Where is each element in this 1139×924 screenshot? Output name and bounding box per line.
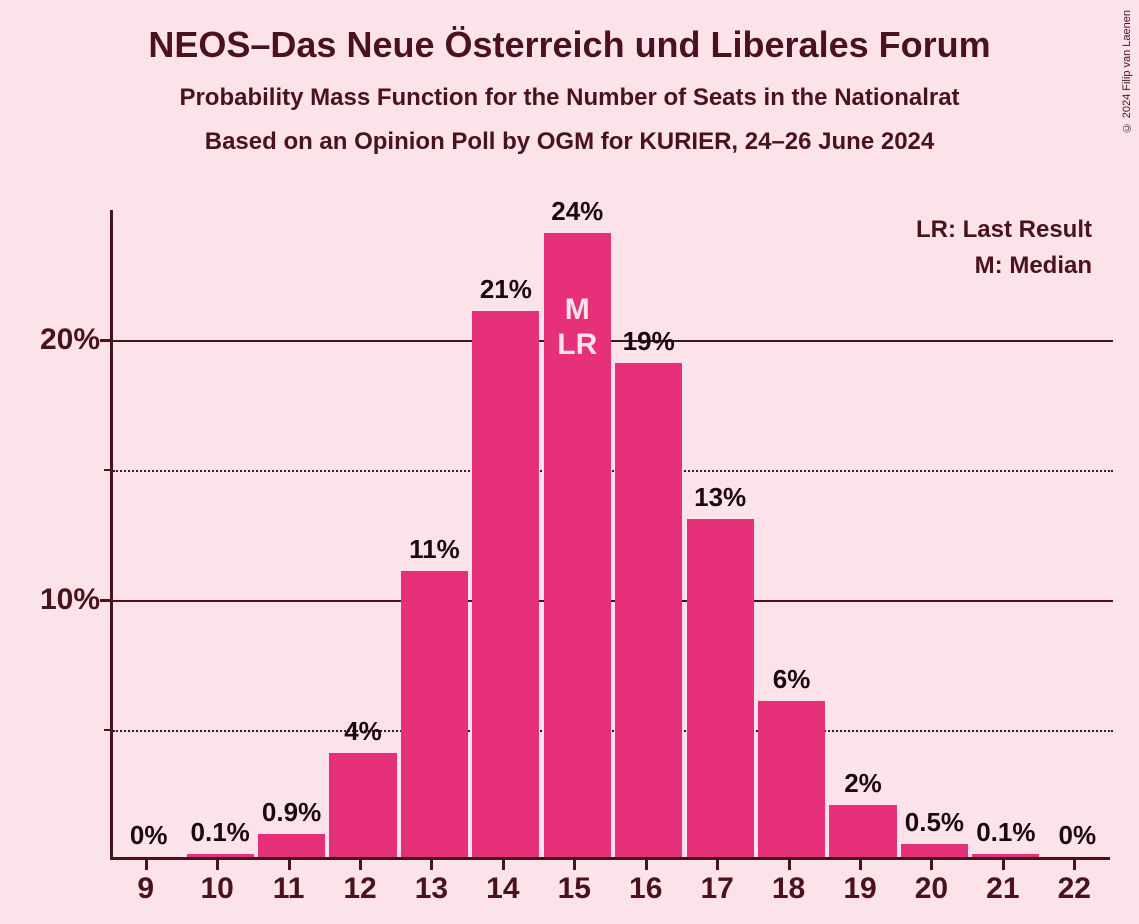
x-tick xyxy=(502,860,505,870)
x-axis-label: 16 xyxy=(629,872,662,906)
x-axis-label: 17 xyxy=(700,872,733,906)
bars-container: 0%0.1%0.9%4%11%21%24%MLR19%13%6%2%0.5%0.… xyxy=(113,207,1113,857)
bar xyxy=(829,805,896,857)
x-tick xyxy=(645,860,648,870)
bar-value-label: 11% xyxy=(409,534,460,565)
y-axis-label: 20% xyxy=(40,323,100,357)
legend-m: M: Median xyxy=(916,252,1092,280)
x-tick xyxy=(430,860,433,870)
chart-title: NEOS–Das Neue Österreich und Liberales F… xyxy=(0,0,1139,66)
y-axis-label: 10% xyxy=(40,583,100,617)
y-tick xyxy=(100,599,110,602)
bar-value-label: 13% xyxy=(694,482,746,513)
bar-value-label: 6% xyxy=(773,664,811,695)
bar-value-label: 24% xyxy=(551,196,603,227)
x-axis-label: 10 xyxy=(200,872,233,906)
x-tick xyxy=(930,860,933,870)
y-tick-minor xyxy=(104,469,110,471)
x-tick xyxy=(1002,860,1005,870)
x-tick xyxy=(788,860,791,870)
bar-value-label: 19% xyxy=(623,326,675,357)
bar-value-label: 0.9% xyxy=(262,797,321,828)
bar xyxy=(329,753,396,857)
chart-subtitle-2: Based on an Opinion Poll by OGM for KURI… xyxy=(0,128,1139,156)
median-marker: MLR xyxy=(557,293,597,362)
x-tick xyxy=(573,860,576,870)
legend: LR: Last Result M: Median xyxy=(916,216,1092,288)
bar-value-label: 0% xyxy=(130,820,168,851)
bar xyxy=(972,854,1039,857)
bar-value-label: 4% xyxy=(344,716,382,747)
bar-value-label: 0.1% xyxy=(976,817,1035,848)
x-axis-label: 18 xyxy=(772,872,805,906)
x-axis-label: 14 xyxy=(486,872,519,906)
bar-value-label: 2% xyxy=(844,768,882,799)
x-axis-label: 15 xyxy=(558,872,591,906)
x-axis-label: 22 xyxy=(1058,872,1091,906)
x-tick xyxy=(859,860,862,870)
x-tick xyxy=(145,860,148,870)
x-axis-label: 9 xyxy=(137,872,154,906)
bar xyxy=(401,571,468,857)
plot-area: 0%0.1%0.9%4%11%21%24%MLR19%13%6%2%0.5%0.… xyxy=(110,210,1110,860)
chart-area: 0%0.1%0.9%4%11%21%24%MLR19%13%6%2%0.5%0.… xyxy=(110,210,1110,860)
bar-value-label: 0.5% xyxy=(905,807,964,838)
bar-value-label: 21% xyxy=(480,274,532,305)
bar xyxy=(901,844,968,857)
x-axis-label: 11 xyxy=(273,872,305,906)
x-axis-label: 21 xyxy=(986,872,1019,906)
bar xyxy=(187,854,254,857)
marker-m: M xyxy=(557,293,597,328)
bar xyxy=(615,363,682,857)
legend-lr: LR: Last Result xyxy=(916,216,1092,244)
bar xyxy=(758,701,825,857)
bar xyxy=(472,311,539,857)
x-axis-label: 13 xyxy=(415,872,448,906)
x-tick xyxy=(288,860,291,870)
x-tick xyxy=(216,860,219,870)
bar-value-label: 0% xyxy=(1058,820,1096,851)
x-axis-label: 20 xyxy=(915,872,948,906)
bar xyxy=(258,834,325,857)
y-tick xyxy=(100,339,110,342)
bar-value-label: 0.1% xyxy=(191,817,250,848)
x-axis-label: 19 xyxy=(843,872,876,906)
copyright-text: © 2024 Filip van Laenen xyxy=(1121,10,1133,133)
x-tick xyxy=(359,860,362,870)
chart-subtitle-1: Probability Mass Function for the Number… xyxy=(0,84,1139,112)
bar xyxy=(687,519,754,857)
x-tick xyxy=(1073,860,1076,870)
y-tick-minor xyxy=(104,729,110,731)
marker-lr: LR xyxy=(557,328,597,363)
x-tick xyxy=(716,860,719,870)
x-axis-label: 12 xyxy=(343,872,376,906)
